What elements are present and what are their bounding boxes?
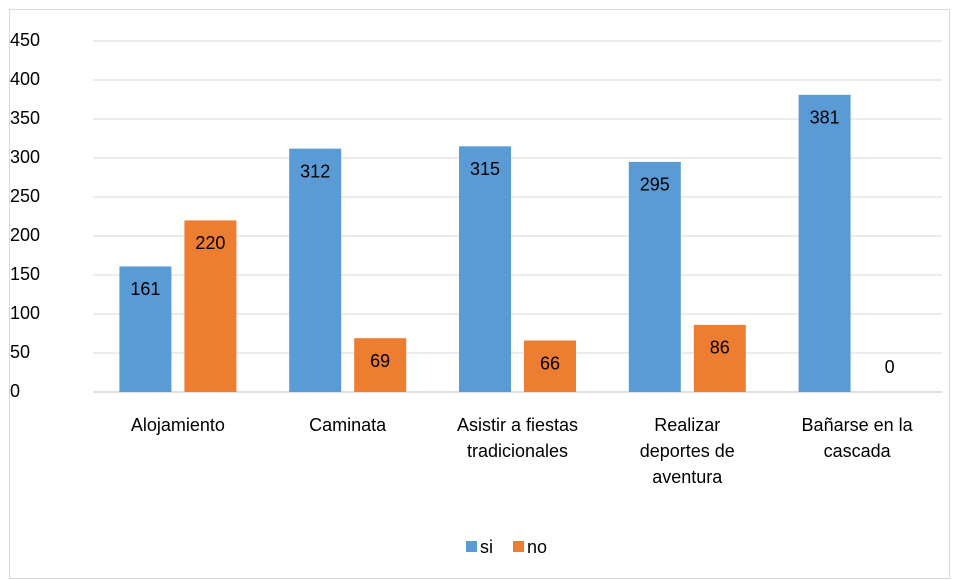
data-label: 161 [130,279,160,299]
y-tick-label: 250 [10,186,40,206]
x-tick-label: Asistir a fiestas tradicionales [456,415,579,461]
x-tick-label: Alojamiento [130,415,225,435]
y-tick-label: 400 [10,69,40,89]
bar [798,94,851,392]
bar [628,161,681,392]
y-tick-label: 0 [10,381,20,401]
legend-label: si [480,537,493,557]
bar [354,338,407,392]
x-tick-label: Bañarse en la cascada [801,415,913,461]
y-tick-label: 450 [10,30,40,50]
data-label: 0 [885,357,895,377]
data-label: 381 [810,108,840,128]
bar [119,266,172,392]
legend-swatch [466,541,477,552]
data-label: 69 [370,351,390,371]
data-label: 66 [540,353,560,373]
y-tick-label: 300 [10,147,40,167]
bar [184,220,237,392]
chart-border [9,9,950,579]
data-label: 312 [300,161,330,181]
data-label: 220 [195,233,225,253]
x-tick-label: Caminata [309,415,387,435]
bar [459,146,511,392]
data-label: 295 [640,175,670,195]
y-tick-label: 200 [10,225,40,245]
data-label: 315 [470,159,500,179]
y-tick-label: 350 [10,108,40,128]
data-label: 86 [710,338,730,358]
bar [524,340,576,392]
bar [693,324,746,392]
y-tick-label: 150 [10,264,40,284]
x-tick-label: Realizar deportes de aventura [639,415,735,487]
bar [289,148,342,392]
legend-swatch [513,541,524,552]
y-tick-label: 100 [10,303,40,323]
legend-label: no [527,537,547,557]
y-tick-label: 50 [10,342,30,362]
